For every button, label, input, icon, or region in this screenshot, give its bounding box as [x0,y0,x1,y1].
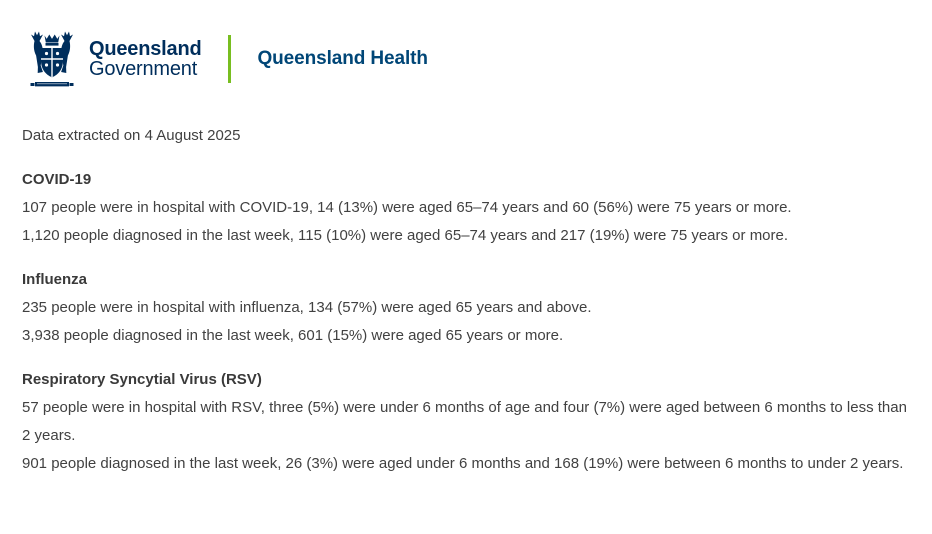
qld-coat-of-arms-icon [30,31,74,87]
section-heading-influenza: Influenza [22,271,88,288]
site-title: Queensland Health [257,48,428,69]
section-rsv: Respiratory Syncytial Virus (RSV) 57 peo… [22,366,910,478]
header: Queensland Government Queensland Health [0,0,932,90]
logo-wordmark: Queensland Government [89,38,202,80]
logo-text-government: Government [89,58,198,80]
extraction-date-text: Data extracted on 4 August 2025 [22,127,241,144]
section-influenza: Influenza 235 people were in hospital wi… [22,266,910,350]
report-body: Data extracted on 4 August 2025 COVID-19… [0,122,932,478]
section-heading-covid19: COVID-19 [22,171,92,188]
stat-paragraph: 901 people diagnosed in the last week, 2… [22,455,904,472]
stat-paragraph: 1,120 people diagnosed in the last week,… [22,227,789,244]
stat-paragraph: 3,938 people diagnosed in the last week,… [22,327,564,344]
stat-paragraph: 107 people were in hospital with COVID-1… [22,199,792,216]
stat-paragraph: 57 people were in hospital with RSV, thr… [22,399,907,444]
header-divider [228,35,232,83]
qld-gov-logo[interactable]: Queensland Government [22,28,202,90]
section-heading-rsv: Respiratory Syncytial Virus (RSV) [22,371,262,388]
logo-text-queensland: Queensland [89,38,202,60]
section-covid19: COVID-19 107 people were in hospital wit… [22,166,910,250]
stat-paragraph: 235 people were in hospital with influen… [22,299,592,316]
